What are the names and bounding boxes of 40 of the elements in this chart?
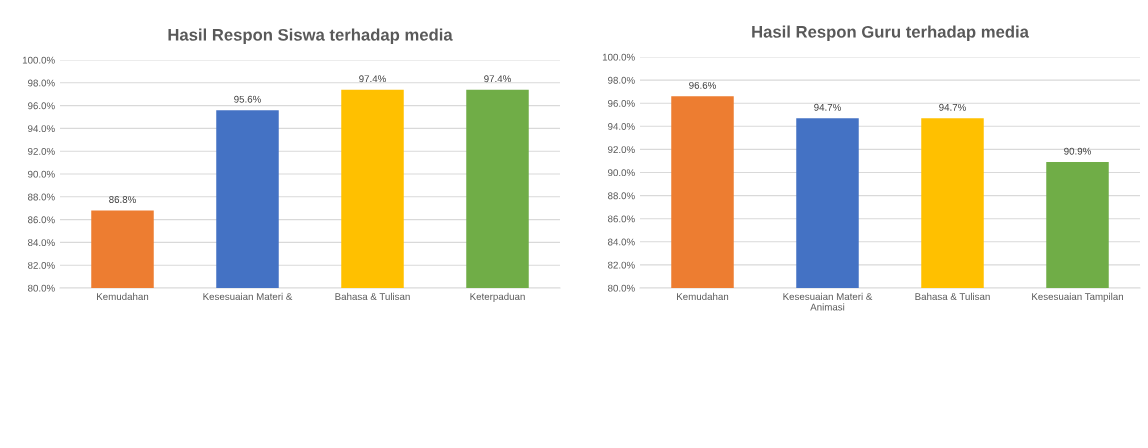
y-tick-label: 86.0% (608, 215, 635, 223)
y-tick-label: 86.0% (28, 216, 55, 224)
x-tick-label: Kemudahan (677, 292, 729, 300)
y-tick-label: 82.0% (28, 261, 55, 269)
data-label: 97.4% (484, 75, 511, 83)
x-tick-label: Kemudahan (97, 292, 149, 300)
y-tick-label: 80.0% (28, 284, 55, 292)
y-tick-label: 88.0% (608, 192, 635, 200)
chart-title: Hasil Respon Guru terhadap media (752, 25, 1030, 42)
x-tick-label: Kesesuaian Tampilan (1032, 292, 1123, 302)
data-label: 96.6% (689, 81, 716, 89)
y-tick-label: 84.0% (28, 239, 55, 247)
y-tick-label: 88.0% (28, 193, 55, 201)
x-tick-label: Kesesuaian Materi & (203, 292, 293, 300)
x-tick-label: Bahasa & Tulisan (915, 292, 990, 300)
y-tick-label: 84.0% (608, 238, 635, 246)
x-tick-label: Keterpaduan (470, 292, 525, 302)
x-tick-label: Kesesuaian Materi & Animasi (783, 292, 873, 311)
data-label: 86.8% (109, 196, 136, 203)
chart-title: Hasil Respon Siswa terhadap media (168, 28, 453, 45)
x-tick-label: Bahasa & Tulisan (335, 292, 410, 300)
data-label: 94.7% (814, 103, 841, 111)
data-label: 94.7% (939, 103, 966, 111)
y-tick-label: 94.0% (28, 125, 55, 133)
y-tick-label: 98.0% (608, 76, 635, 84)
y-tick-label: 98.0% (28, 79, 55, 87)
y-tick-label: 80.0% (608, 284, 635, 292)
data-label: 90.9% (1064, 147, 1091, 155)
data-label: 97.4% (359, 75, 386, 83)
y-tick-label: 100.0% (22, 56, 55, 64)
data-label: 95.6% (234, 95, 261, 103)
y-tick-label: 90.0% (608, 169, 635, 177)
y-tick-label: 90.0% (28, 170, 55, 178)
y-tick-label: 96.0% (608, 99, 635, 107)
y-tick-label: 82.0% (608, 261, 635, 269)
y-tick-label: 96.0% (28, 102, 55, 110)
y-tick-label: 100.0% (602, 53, 635, 61)
y-tick-label: 92.0% (608, 146, 635, 154)
y-tick-label: 92.0% (28, 147, 55, 155)
y-tick-label: 94.0% (608, 123, 635, 130)
